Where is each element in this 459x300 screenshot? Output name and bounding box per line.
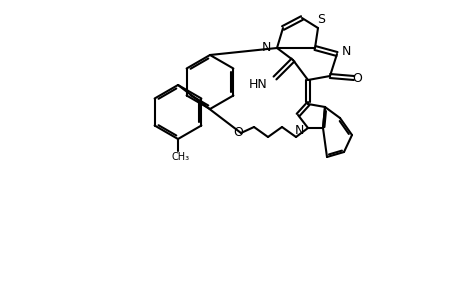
- Text: N: N: [294, 124, 303, 136]
- Text: O: O: [233, 125, 242, 139]
- Text: O: O: [351, 71, 361, 85]
- Text: S: S: [316, 13, 325, 26]
- Text: CH₃: CH₃: [172, 152, 190, 162]
- Text: HN: HN: [249, 77, 268, 91]
- Text: N: N: [261, 40, 270, 53]
- Text: N: N: [341, 44, 351, 58]
